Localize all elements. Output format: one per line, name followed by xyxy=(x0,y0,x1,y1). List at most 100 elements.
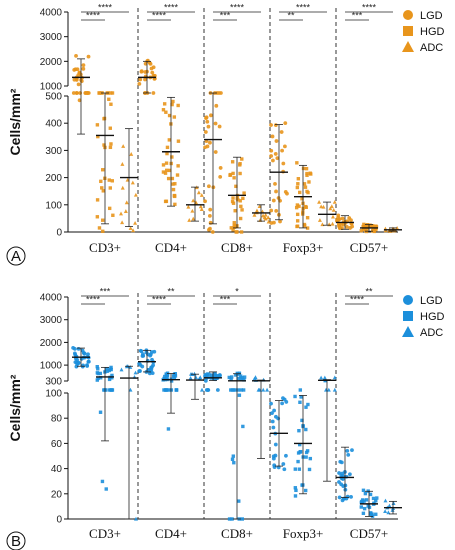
data-point xyxy=(165,376,169,380)
data-point xyxy=(140,364,145,369)
category-label: CD4+ xyxy=(155,240,187,255)
data-point xyxy=(85,363,89,368)
data-point xyxy=(374,224,378,228)
data-point xyxy=(295,224,299,229)
data-point xyxy=(109,91,113,95)
data-point xyxy=(266,215,271,220)
data-point xyxy=(304,450,309,455)
data-point xyxy=(372,229,377,234)
data-point xyxy=(390,508,395,512)
data-point xyxy=(217,124,222,129)
data-point xyxy=(297,429,301,433)
data-point xyxy=(270,419,275,424)
data-point xyxy=(322,375,327,380)
data-point xyxy=(305,171,309,176)
data-point xyxy=(293,394,297,399)
data-point xyxy=(165,168,169,173)
data-point xyxy=(120,185,125,190)
data-point xyxy=(176,103,180,108)
data-point xyxy=(265,387,270,392)
data-point xyxy=(300,418,304,423)
data-point xyxy=(77,70,82,75)
data-point xyxy=(237,371,242,375)
data-point xyxy=(362,506,367,511)
data-point xyxy=(304,405,308,409)
category-label: CD57+ xyxy=(350,526,388,541)
data-point xyxy=(119,211,124,216)
data-point xyxy=(233,388,237,392)
legend-marker-triangle xyxy=(402,326,414,337)
y-axis-label: Cells/mm² xyxy=(7,88,23,155)
data-point xyxy=(100,218,105,222)
data-point xyxy=(149,350,154,354)
y-tick-label: 1000 xyxy=(40,361,63,372)
significance-label: **** xyxy=(362,3,377,13)
significance-label: *** xyxy=(100,287,111,297)
y-tick-label: 80 xyxy=(51,414,63,425)
data-point xyxy=(78,91,83,95)
data-point xyxy=(320,222,325,227)
data-point xyxy=(206,184,211,189)
significance-label: *** xyxy=(220,295,231,305)
y-tick-label: 3000 xyxy=(40,315,63,326)
data-point xyxy=(361,511,366,516)
data-point xyxy=(97,226,102,230)
data-point xyxy=(338,225,342,230)
data-point xyxy=(108,145,113,150)
data-point xyxy=(77,98,82,103)
data-point xyxy=(72,351,77,356)
legend-label: HGD xyxy=(420,26,445,38)
data-point xyxy=(208,207,213,212)
data-point xyxy=(240,376,244,380)
data-point xyxy=(140,352,145,357)
legend-marker-square xyxy=(403,311,413,321)
data-point xyxy=(150,371,155,375)
data-point xyxy=(170,102,174,107)
data-point xyxy=(207,227,211,232)
data-point xyxy=(363,491,368,496)
data-point xyxy=(107,97,111,101)
category-label: CD3+ xyxy=(89,526,121,541)
data-point xyxy=(283,144,287,149)
data-point xyxy=(203,373,208,377)
data-point xyxy=(166,176,171,181)
data-point xyxy=(213,121,218,126)
legend-marker-circle xyxy=(403,10,413,20)
data-point xyxy=(230,388,235,392)
data-point xyxy=(206,124,211,129)
data-point xyxy=(95,378,99,382)
data-point xyxy=(281,462,286,466)
data-point xyxy=(295,161,299,165)
significance-label: *** xyxy=(352,11,363,21)
data-point xyxy=(131,228,136,233)
data-point xyxy=(386,510,391,515)
data-point xyxy=(123,209,128,213)
data-point xyxy=(137,361,142,366)
data-point xyxy=(101,189,105,193)
data-point xyxy=(203,199,207,204)
data-point xyxy=(283,189,288,194)
data-point xyxy=(269,221,274,225)
data-point xyxy=(108,126,112,130)
data-point xyxy=(102,143,106,147)
data-point xyxy=(172,194,177,198)
data-point xyxy=(74,91,79,95)
data-point xyxy=(170,176,175,181)
data-point xyxy=(367,224,372,229)
data-point xyxy=(236,388,240,392)
data-point xyxy=(273,442,278,447)
data-point xyxy=(95,198,100,202)
legend-marker-circle xyxy=(403,295,413,305)
y-tick-label: 2000 xyxy=(40,338,63,349)
significance-label: *** xyxy=(220,11,231,21)
data-point xyxy=(238,161,242,166)
data-point xyxy=(71,91,76,95)
data-point xyxy=(171,99,175,104)
data-point xyxy=(387,503,392,508)
significance-label: * xyxy=(235,287,239,297)
data-point xyxy=(329,204,334,209)
data-point xyxy=(166,427,171,431)
data-point xyxy=(305,189,309,194)
legend-marker-square xyxy=(403,26,413,36)
